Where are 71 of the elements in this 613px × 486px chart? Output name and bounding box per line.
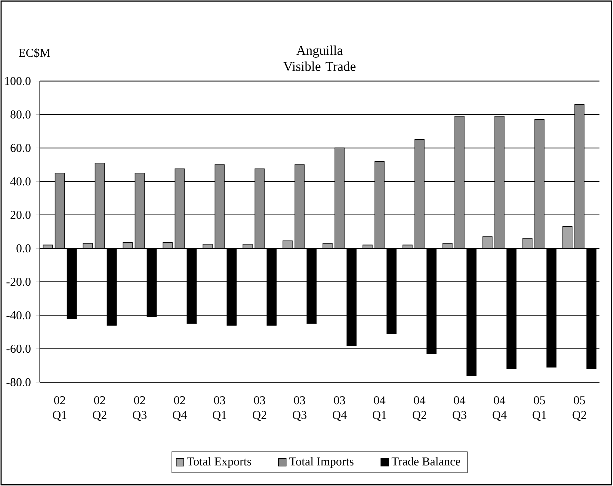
y-tick-label: 0.0 xyxy=(16,244,31,252)
bar xyxy=(506,248,517,370)
bar xyxy=(186,248,197,324)
y-tick-label: 80.0 xyxy=(10,110,31,119)
x-tick-label: 02 Q1 xyxy=(53,396,67,421)
legend-label: Trade Balance xyxy=(392,457,460,466)
bar xyxy=(402,244,413,249)
bar xyxy=(454,116,465,249)
bar xyxy=(282,240,293,249)
bar xyxy=(294,164,305,249)
bar xyxy=(562,226,573,249)
bar xyxy=(574,104,585,249)
legend-label: Total Exports xyxy=(187,457,252,468)
y-tick-label: -20.0 xyxy=(6,278,31,286)
bar xyxy=(442,243,453,249)
bar xyxy=(534,119,545,249)
bar xyxy=(82,243,93,249)
y-tick-label: 60.0 xyxy=(10,144,31,152)
x-tick-label: 03 Q2 xyxy=(253,396,267,421)
bar xyxy=(66,248,77,320)
bar xyxy=(386,248,397,334)
x-tick-label: 04 Q3 xyxy=(452,396,467,421)
x-tick-label: 05 Q1 xyxy=(532,396,546,421)
x-tick-label: 04 Q4 xyxy=(492,396,507,421)
y-tick-label: 40.0 xyxy=(10,177,31,186)
bar xyxy=(426,248,437,354)
bar xyxy=(322,243,333,249)
bar xyxy=(42,244,53,249)
x-tick-label: 02 Q4 xyxy=(173,396,188,421)
bar xyxy=(106,248,117,326)
bar xyxy=(162,242,173,249)
bar xyxy=(374,161,385,249)
bar xyxy=(362,244,373,249)
bar xyxy=(254,168,265,249)
x-tick-label: 02 Q2 xyxy=(93,396,107,421)
bar xyxy=(54,172,65,249)
y-tick-label: -80.0 xyxy=(6,378,31,386)
bar xyxy=(146,248,157,318)
x-tick-label: 03 Q1 xyxy=(213,396,226,421)
bar xyxy=(94,162,105,249)
bar xyxy=(346,248,357,346)
bar xyxy=(202,244,213,249)
y-tick-label: 100.0 xyxy=(5,77,31,86)
bar xyxy=(522,238,533,249)
bar xyxy=(414,139,425,249)
x-tick-label: 05 Q2 xyxy=(572,396,586,421)
bar xyxy=(494,116,505,249)
bar xyxy=(226,248,237,326)
y-tick-label: -60.0 xyxy=(6,344,31,353)
legend-label: Total Imports xyxy=(290,457,354,468)
y-tick-label: 20.0 xyxy=(10,210,31,220)
bar xyxy=(266,248,277,326)
bar xyxy=(122,242,133,249)
bar xyxy=(134,172,145,249)
bar xyxy=(546,248,557,368)
bar xyxy=(306,248,317,324)
x-tick-label: 03 Q4 xyxy=(332,396,347,421)
bar xyxy=(482,236,493,249)
chart-title: Anguilla Visible Trade xyxy=(284,46,356,72)
x-tick-label: 04 Q2 xyxy=(412,396,426,421)
bar xyxy=(586,248,597,370)
bar xyxy=(174,168,185,249)
x-tick-label: 04 Q1 xyxy=(372,396,386,421)
y-tick-label: -40.0 xyxy=(6,311,31,320)
y-axis-title: EC$M xyxy=(19,48,50,58)
bar xyxy=(214,164,225,249)
bar xyxy=(334,148,345,249)
bar xyxy=(466,248,477,376)
bar xyxy=(242,244,253,249)
x-tick-label: 02 Q3 xyxy=(133,396,147,421)
x-tick-label: 03 Q3 xyxy=(293,396,307,421)
